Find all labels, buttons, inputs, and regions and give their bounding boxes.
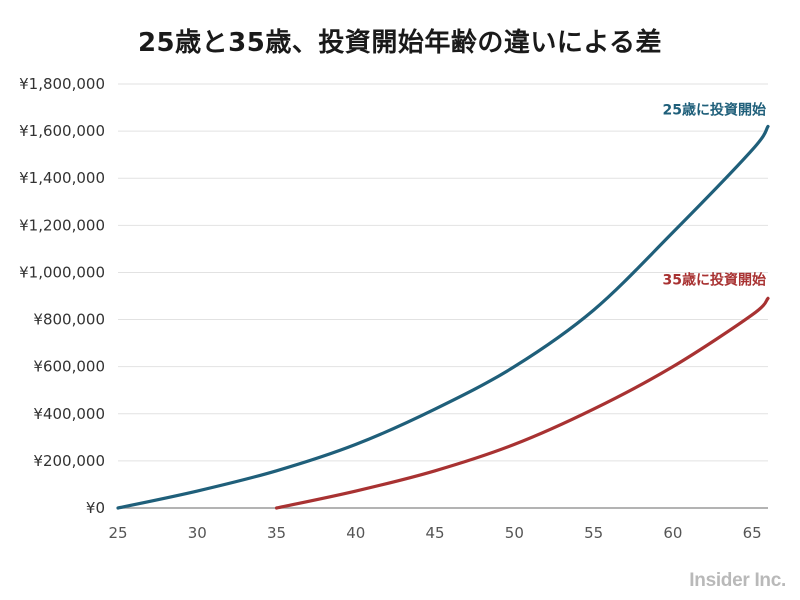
series-label: 35歳に投資開始	[663, 271, 766, 288]
x-axis-ticks: 25 30 35 40 45 50 55 60 65	[108, 507, 768, 542]
series-lines	[116, 124, 770, 510]
series-labels: 25歳に投資開始 35歳に投資開始	[663, 101, 766, 288]
y-axis-ticks: ¥0 ¥200,000 ¥400,000 ¥600,000 ¥800,000 ¥1,000…	[19, 75, 105, 517]
y-tick-label: ¥1,000,000	[19, 263, 105, 281]
chart-title: 25歳と35歳、投資開始年齢の違いによる差	[137, 28, 663, 58]
series-line	[274, 296, 770, 510]
x-tick-label: 35	[267, 524, 286, 542]
y-tick-label: ¥200,000	[33, 452, 105, 470]
y-tick-label: ¥1,200,000	[19, 216, 105, 234]
x-tick-label: 65	[743, 524, 762, 542]
y-tick-label: ¥400,000	[33, 405, 105, 423]
y-tick-label: ¥600,000	[33, 358, 105, 376]
x-tick-label: 55	[584, 524, 603, 542]
y-tick-label: ¥1,800,000	[19, 75, 105, 93]
x-tick-label: 60	[663, 524, 682, 542]
series-line	[116, 124, 770, 510]
y-tick-label: ¥1,400,000	[19, 169, 105, 187]
grid-lines	[118, 83, 768, 462]
x-tick-label: 25	[108, 524, 127, 542]
y-tick-label: ¥1,600,000	[19, 122, 105, 140]
x-tick-label: 30	[188, 524, 207, 542]
series-label: 25歳に投資開始	[663, 101, 766, 118]
insider-inc-logo: Insider Inc.	[689, 570, 786, 591]
x-tick-label: 45	[426, 524, 445, 542]
x-tick-label: 40	[346, 524, 365, 542]
y-tick-label: ¥800,000	[33, 311, 105, 329]
x-tick-label: 50	[505, 524, 524, 542]
y-tick-label: ¥0	[86, 499, 105, 517]
